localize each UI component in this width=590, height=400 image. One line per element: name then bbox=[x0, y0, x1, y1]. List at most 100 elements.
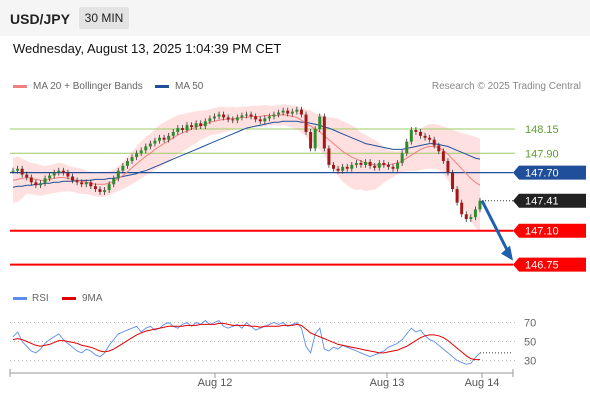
rsi-ma-line bbox=[12, 322, 480, 361]
candle-body bbox=[38, 183, 42, 186]
candle-body bbox=[309, 131, 313, 149]
candle-body bbox=[277, 112, 281, 115]
last-price-tag bbox=[513, 193, 586, 208]
candle-body bbox=[473, 209, 477, 218]
candle-body bbox=[386, 164, 390, 167]
candle-body bbox=[446, 161, 450, 173]
candle-body bbox=[391, 166, 395, 169]
candle-body bbox=[414, 130, 418, 132]
candle-body bbox=[116, 170, 120, 179]
rsi-tick-label: 70 bbox=[524, 318, 536, 330]
support-label: 146.75 bbox=[525, 260, 559, 272]
candle-body bbox=[418, 131, 422, 136]
candle-body bbox=[208, 118, 212, 122]
forecast-arrow-head bbox=[501, 245, 513, 261]
pivot-tag bbox=[513, 165, 586, 180]
candle-body bbox=[231, 119, 235, 121]
x-tick-label: Aug 12 bbox=[198, 377, 233, 389]
candle-body bbox=[364, 161, 368, 165]
candle-body bbox=[345, 166, 349, 169]
x-tick-label: Aug 14 bbox=[465, 377, 500, 389]
candle-body bbox=[199, 123, 203, 127]
ma20-legend-label: MA 20 + Bollinger Bands bbox=[33, 81, 143, 92]
header-bar: USD/JPY 30 MIN bbox=[0, 0, 590, 36]
candle-body bbox=[322, 116, 326, 149]
candle-body bbox=[428, 137, 432, 140]
candle-body bbox=[359, 162, 363, 165]
candle-body bbox=[112, 178, 116, 185]
candle-body bbox=[43, 178, 47, 184]
candle-body bbox=[327, 148, 331, 165]
candle-body bbox=[48, 175, 52, 179]
candle-body bbox=[286, 110, 290, 114]
support-label: 147.10 bbox=[525, 226, 559, 238]
candle-body bbox=[75, 180, 79, 183]
candle-body bbox=[11, 170, 15, 172]
candle-body bbox=[84, 182, 88, 185]
candle-body bbox=[139, 150, 143, 154]
candle-body bbox=[171, 131, 175, 136]
candle-body bbox=[222, 114, 226, 118]
candle-body bbox=[336, 168, 340, 171]
candle-body bbox=[409, 130, 413, 142]
candle-body bbox=[240, 115, 244, 118]
ma9-legend-swatch bbox=[62, 297, 76, 300]
candle-body bbox=[61, 170, 65, 173]
candle-body bbox=[121, 165, 125, 171]
candle-body bbox=[405, 141, 409, 154]
candle-body bbox=[432, 139, 436, 146]
rsi-legend-swatch bbox=[13, 297, 27, 300]
candle-body bbox=[135, 153, 139, 158]
last-price-label: 147.41 bbox=[525, 196, 559, 208]
candle-body bbox=[180, 128, 184, 131]
ma50-legend-label: MA 50 bbox=[175, 81, 204, 92]
candle-body bbox=[350, 164, 354, 169]
candle-body bbox=[144, 146, 148, 151]
x-tick-label: Aug 13 bbox=[370, 377, 405, 389]
candle-body bbox=[341, 166, 345, 171]
candle-body bbox=[382, 162, 386, 165]
candle-body bbox=[267, 116, 271, 119]
candle-body bbox=[313, 129, 317, 149]
candle-body bbox=[396, 162, 400, 169]
candle-body bbox=[272, 114, 276, 117]
candle-body bbox=[217, 114, 221, 117]
candle-body bbox=[153, 140, 157, 144]
candle-body bbox=[29, 177, 33, 183]
support-tag bbox=[513, 257, 586, 272]
candle-body bbox=[80, 182, 84, 185]
forecast-arrow-shaft bbox=[480, 200, 511, 255]
candle-body bbox=[469, 217, 473, 220]
candle-body bbox=[368, 161, 372, 166]
candle-body bbox=[258, 119, 262, 122]
rsi-line bbox=[12, 320, 481, 365]
candle-body bbox=[235, 117, 239, 121]
candle-body bbox=[52, 172, 56, 176]
candle-body bbox=[295, 109, 299, 112]
candle-body bbox=[290, 111, 294, 114]
candle-body bbox=[437, 145, 441, 152]
candle-body bbox=[245, 114, 248, 116]
candle-body bbox=[34, 182, 38, 186]
candle-body bbox=[281, 110, 285, 113]
candle-body bbox=[318, 116, 322, 130]
support-tag bbox=[513, 223, 586, 238]
timestamp: Wednesday, August 13, 2025 1:04:39 PM CE… bbox=[13, 41, 282, 56]
ma9-legend-label: 9MA bbox=[82, 293, 103, 304]
candle-body bbox=[66, 172, 70, 177]
candle-body bbox=[400, 153, 404, 163]
candle-body bbox=[254, 116, 258, 120]
timeframe-button[interactable]: 30 MIN bbox=[79, 7, 129, 29]
candle-body bbox=[148, 143, 152, 147]
candle-body bbox=[460, 202, 464, 215]
candle-body bbox=[71, 176, 75, 181]
candle-body bbox=[190, 125, 194, 128]
candle-body bbox=[16, 168, 20, 171]
candle-body bbox=[263, 118, 267, 122]
candle-body bbox=[377, 162, 381, 168]
currency-pair: USD/JPY bbox=[10, 11, 70, 27]
candle-body bbox=[299, 109, 303, 115]
candle-body bbox=[203, 121, 207, 127]
candle-body bbox=[103, 190, 107, 192]
